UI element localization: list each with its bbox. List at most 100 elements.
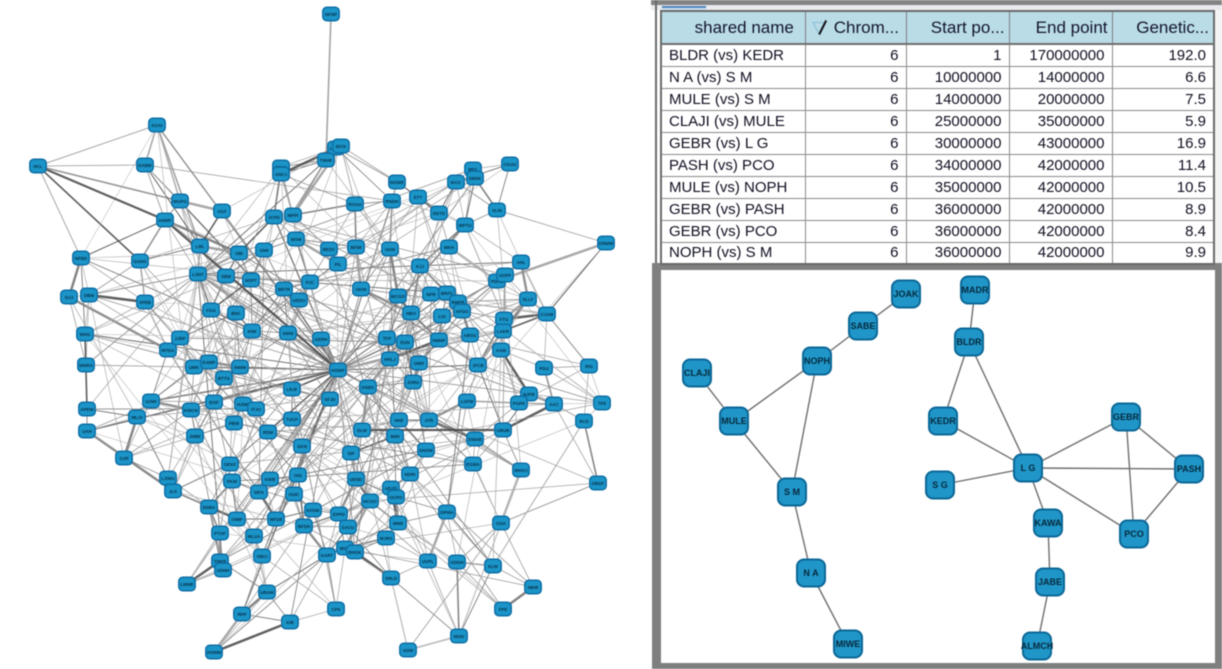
- svg-text:KOAI: KOAI: [152, 123, 163, 128]
- svg-text:PBW: PBW: [229, 421, 240, 426]
- svg-text:NFBD: NFBD: [75, 256, 87, 261]
- svg-text:MULE: MULE: [721, 416, 747, 426]
- svg-text:AAC: AAC: [549, 402, 559, 407]
- svg-text:EPPD: EPPD: [333, 512, 345, 517]
- svg-text:IRG: IRG: [585, 364, 593, 369]
- svg-text:DLW: DLW: [357, 428, 368, 433]
- svg-text:SIP: SIP: [347, 451, 354, 456]
- svg-text:WOK: WOK: [340, 546, 352, 551]
- svg-text:OIG: OIG: [294, 473, 303, 478]
- svg-text:JFCB: JFCB: [472, 363, 483, 368]
- svg-text:TFP: TFP: [383, 336, 391, 341]
- svg-text:PTOF: PTOF: [214, 531, 226, 536]
- svg-text:LWME: LWME: [180, 582, 193, 587]
- svg-text:PJC: PJC: [306, 280, 315, 285]
- svg-text:KAWA: KAWA: [1035, 518, 1063, 528]
- svg-text:ROAU: ROAU: [349, 202, 362, 207]
- svg-text:MIWE: MIWE: [836, 639, 861, 649]
- svg-text:NPR: NPR: [426, 292, 436, 297]
- svg-text:AHL: AHL: [516, 260, 525, 265]
- svg-text:LAKR: LAKR: [497, 329, 510, 334]
- svg-text:UJWI: UJWI: [146, 399, 157, 404]
- svg-text:NDIU: NDIU: [454, 634, 465, 639]
- svg-text:SMSK: SMSK: [469, 176, 483, 181]
- svg-text:ETT: ETT: [414, 195, 423, 200]
- svg-text:BNC: BNC: [231, 311, 241, 316]
- svg-text:UOFP: UOFP: [499, 273, 511, 278]
- svg-text:FGG: FGG: [206, 308, 216, 313]
- svg-text:DPWA: DPWA: [440, 510, 454, 515]
- svg-text:OBCI: OBCI: [257, 554, 268, 559]
- svg-text:APEW: APEW: [80, 407, 94, 412]
- svg-text:HHLJ: HHLJ: [384, 357, 396, 362]
- svg-text:EAWP: EAWP: [203, 360, 216, 365]
- svg-text:OCPO: OCPO: [390, 495, 404, 500]
- svg-text:RPP: RPP: [237, 612, 246, 617]
- svg-text:LRJF: LRJF: [287, 387, 298, 392]
- svg-text:JNBE: JNBE: [189, 434, 201, 439]
- svg-text:MADR: MADR: [962, 285, 989, 295]
- svg-text:NMNP: NMNP: [433, 338, 446, 343]
- svg-text:IKCC: IKCC: [451, 180, 463, 185]
- svg-text:UBAW: UBAW: [260, 590, 274, 595]
- svg-text:TUCP: TUCP: [286, 417, 298, 422]
- svg-text:UBUB: UBUB: [497, 428, 510, 433]
- svg-text:UAH: UAH: [82, 429, 92, 434]
- svg-text:OIHI: OIHI: [259, 248, 268, 253]
- svg-text:KWCH: KWCH: [184, 408, 198, 413]
- svg-text:KNEK: KNEK: [362, 385, 375, 390]
- svg-text:BRFC: BRFC: [441, 291, 454, 296]
- svg-text:LSNT: LSNT: [192, 272, 204, 277]
- svg-text:ALMCH: ALMCH: [1021, 641, 1054, 651]
- svg-text:WFDE: WFDE: [270, 517, 283, 522]
- svg-text:ODDH: ODDH: [451, 560, 464, 565]
- svg-text:MNB: MNB: [393, 521, 403, 526]
- svg-text:BEDC: BEDC: [323, 247, 336, 252]
- svg-text:GGNS: GGNS: [134, 259, 147, 264]
- svg-text:KEDR: KEDR: [930, 416, 956, 426]
- svg-text:DBM: DBM: [84, 293, 94, 298]
- svg-text:SLLF: SLLF: [523, 297, 534, 302]
- svg-text:BFIM: BFIM: [351, 245, 362, 250]
- svg-text:PIL: PIL: [335, 262, 342, 267]
- svg-text:DNOM: DNOM: [419, 448, 433, 453]
- svg-text:HCL: HCL: [33, 164, 42, 169]
- svg-text:AAW: AAW: [496, 348, 507, 353]
- svg-text:NFNP: NFNP: [325, 12, 337, 17]
- svg-text:DABM: DABM: [138, 163, 152, 168]
- svg-text:GKN: GKN: [297, 444, 307, 449]
- svg-text:HHE: HHE: [394, 418, 403, 423]
- svg-text:NJFB: NJFB: [523, 392, 534, 397]
- svg-text:BLDR: BLDR: [957, 337, 982, 347]
- svg-text:DDTD: DDTD: [433, 211, 445, 216]
- svg-text:HCOO: HCOO: [363, 499, 377, 504]
- svg-text:THKR: THKR: [214, 559, 227, 564]
- svg-text:BRTR: BRTR: [278, 287, 291, 292]
- svg-text:UDJD: UDJD: [385, 486, 397, 491]
- svg-text:FPE: FPE: [499, 607, 508, 612]
- svg-text:JOAK: JOAK: [893, 289, 919, 299]
- svg-text:S G: S G: [932, 480, 948, 490]
- svg-text:AFGG: AFGG: [456, 309, 469, 314]
- svg-text:SACU: SACU: [342, 525, 354, 530]
- svg-text:PKW: PKW: [227, 479, 238, 484]
- svg-text:L G: L G: [1021, 463, 1036, 473]
- svg-text:LML: LML: [195, 244, 204, 249]
- svg-text:UUPL: UUPL: [422, 559, 434, 564]
- svg-text:PDHE: PDHE: [491, 279, 503, 284]
- svg-text:JJDP: JJDP: [175, 336, 186, 341]
- svg-text:JABE: JABE: [1038, 577, 1062, 587]
- svg-text:ABSG: ABSG: [464, 333, 477, 338]
- svg-text:AGF: AGF: [217, 209, 227, 214]
- svg-text:KIW: KIW: [248, 329, 257, 334]
- svg-text:WJRS: WJRS: [380, 536, 393, 541]
- svg-text:RDM: RDM: [263, 430, 273, 435]
- svg-text:RNDN: RNDN: [386, 199, 399, 204]
- svg-text:EUN: EUN: [400, 340, 409, 345]
- svg-text:CPK: CPK: [331, 607, 341, 612]
- svg-text:INMM: INMM: [234, 365, 246, 370]
- svg-text:WUPG: WUPG: [173, 199, 187, 204]
- svg-text:UEDO: UEDO: [293, 298, 306, 303]
- svg-text:SLNI: SLNI: [492, 208, 502, 213]
- svg-text:WPTU: WPTU: [459, 223, 472, 228]
